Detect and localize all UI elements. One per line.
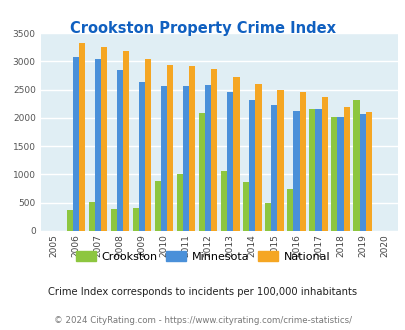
Bar [365, 112, 371, 231]
Bar [95, 59, 101, 231]
Bar [117, 70, 123, 231]
Bar [66, 210, 72, 231]
Bar [145, 59, 151, 231]
Bar [309, 109, 315, 231]
Bar [111, 209, 117, 231]
Bar [220, 171, 227, 231]
Bar [177, 175, 183, 231]
Bar [123, 50, 129, 231]
Bar [139, 82, 145, 231]
Bar [293, 111, 299, 231]
Legend: Crookston, Minnesota, National: Crookston, Minnesota, National [71, 247, 334, 267]
Bar [315, 109, 321, 231]
Bar [255, 84, 261, 231]
Bar [167, 65, 173, 231]
Bar [132, 208, 139, 231]
Bar [264, 203, 271, 231]
Text: Crookston Property Crime Index: Crookston Property Crime Index [70, 21, 335, 36]
Bar [101, 47, 107, 231]
Bar [277, 90, 283, 231]
Bar [154, 181, 161, 231]
Bar [286, 188, 293, 231]
Bar [88, 202, 95, 231]
Text: Crime Index corresponds to incidents per 100,000 inhabitants: Crime Index corresponds to incidents per… [48, 287, 357, 297]
Bar [198, 113, 205, 231]
Bar [299, 92, 305, 231]
Bar [330, 117, 337, 231]
Bar [352, 100, 358, 231]
Bar [321, 97, 327, 231]
Bar [205, 85, 211, 231]
Bar [233, 77, 239, 231]
Bar [211, 69, 217, 231]
Bar [271, 105, 277, 231]
Bar [189, 66, 195, 231]
Text: © 2024 CityRating.com - https://www.cityrating.com/crime-statistics/: © 2024 CityRating.com - https://www.city… [54, 315, 351, 325]
Bar [79, 43, 85, 231]
Bar [343, 107, 349, 231]
Bar [358, 115, 365, 231]
Bar [337, 117, 343, 231]
Bar [183, 86, 189, 231]
Bar [227, 92, 233, 231]
Bar [72, 57, 79, 231]
Bar [249, 100, 255, 231]
Bar [161, 85, 167, 231]
Bar [243, 182, 249, 231]
